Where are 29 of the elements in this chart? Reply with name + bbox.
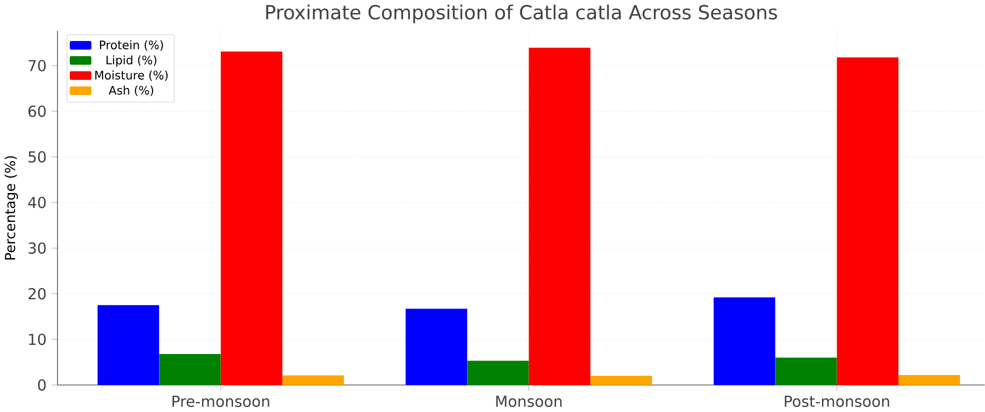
legend-label: Ash (%) — [108, 86, 154, 96]
bar — [467, 360, 529, 386]
legend-label: Moisture (%) — [95, 70, 168, 82]
y-tick-label: 50 — [28, 151, 46, 163]
x-tick-label: Post-monsoon — [784, 396, 890, 408]
bar — [528, 48, 590, 386]
y-axis-title: Percentage (%) — [4, 156, 18, 260]
y-tick-label: 0 — [38, 379, 46, 391]
y-tick-label: 60 — [28, 106, 46, 118]
bar — [282, 376, 344, 386]
bar — [590, 376, 652, 386]
bar — [898, 375, 960, 386]
y-tick-label: 70 — [28, 60, 46, 72]
bar — [98, 305, 160, 386]
legend-label: Protein (%) — [100, 40, 163, 51]
bar — [836, 58, 898, 386]
y-tick-label: 40 — [28, 196, 46, 208]
bar — [220, 52, 282, 386]
y-tick-label: 20 — [28, 288, 46, 300]
chart-title: Proximate Composition of Catla catla Across Seasons — [266, 4, 777, 24]
x-tick-label: Monsoon — [496, 396, 562, 408]
x-tick-label: Pre-monsoon — [172, 396, 270, 408]
bar — [406, 308, 468, 386]
bar — [775, 358, 837, 386]
bar — [714, 298, 776, 386]
y-tick-label: 10 — [29, 334, 46, 346]
y-tick-label: 30 — [28, 242, 46, 254]
bar — [159, 354, 221, 386]
legend-label: Lipid (%) — [106, 56, 156, 67]
